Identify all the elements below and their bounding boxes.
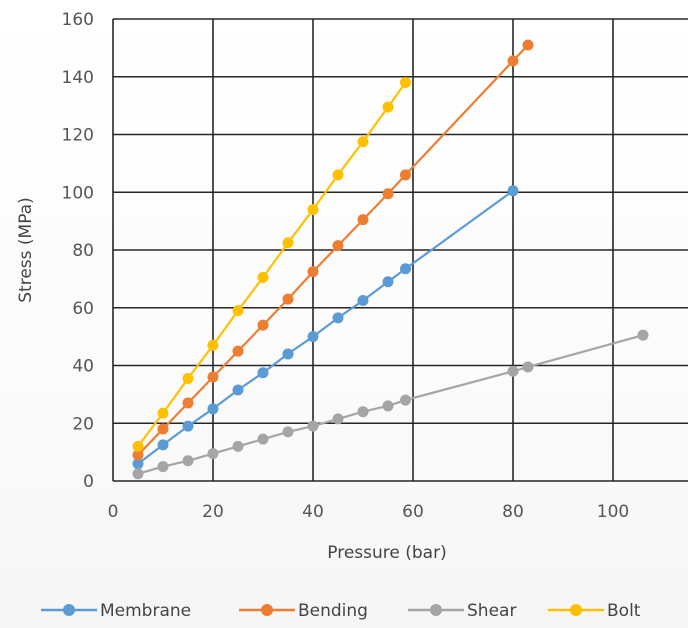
x-axis-title: Pressure (bar)	[327, 543, 446, 563]
x-tick-label: 100	[597, 502, 629, 522]
x-tick-label: 20	[202, 502, 224, 522]
legend-label: Shear	[467, 601, 516, 621]
legend-swatch-marker	[430, 604, 442, 616]
shear-point	[332, 413, 344, 425]
membrane-point	[282, 348, 294, 360]
legend: Membrane Bending Shear Bolt	[41, 601, 641, 621]
bolt-point	[232, 305, 244, 317]
bending-point	[522, 39, 534, 51]
bending-point	[232, 345, 244, 357]
bolt-point	[357, 136, 369, 148]
y-tick-label: 120	[62, 126, 94, 146]
membrane-point	[382, 276, 394, 288]
bending-point	[182, 397, 194, 409]
bolt-point	[282, 237, 294, 249]
y-tick-label: 60	[72, 299, 94, 319]
shear-point	[282, 426, 294, 438]
shear-point	[400, 394, 411, 406]
shear-point	[232, 440, 244, 452]
legend-item-shear: Shear	[408, 601, 516, 621]
y-tick-label: 140	[62, 68, 94, 88]
shear-point	[507, 365, 519, 377]
shear-point	[182, 455, 194, 467]
shear-point	[207, 448, 219, 460]
y-tick-label: 40	[72, 357, 94, 377]
shear-point	[157, 461, 169, 473]
legend-swatch-marker	[63, 604, 75, 616]
bolt-point	[332, 169, 344, 181]
membrane-point	[157, 439, 169, 451]
x-tick-label: 0	[108, 502, 119, 522]
series-bolt	[132, 77, 411, 452]
legend-item-bending: Bending	[239, 601, 368, 621]
x-tick-label: 40	[302, 502, 324, 522]
shear-point	[522, 361, 534, 373]
legend-swatch-marker	[570, 604, 582, 616]
legend-label: Bolt	[607, 601, 641, 621]
bending-point	[332, 240, 344, 252]
legend-label: Bending	[298, 601, 368, 621]
bending-point	[157, 423, 169, 435]
membrane-point	[507, 185, 519, 197]
bending-point	[257, 319, 269, 331]
y-tick-label: 20	[72, 414, 94, 434]
bolt-point	[132, 440, 144, 452]
bolt-point	[382, 101, 394, 113]
membrane-point	[357, 295, 369, 307]
bolt-point	[257, 271, 269, 283]
y-axis-title: Stress (MPa)	[16, 197, 36, 303]
series-group	[132, 39, 649, 480]
membrane-point	[182, 420, 194, 432]
y-tick-label: 100	[62, 183, 94, 203]
membrane-point	[232, 384, 244, 396]
membrane-point	[307, 331, 319, 343]
tick-labels: 0 20 40 60 80 100 120 140 160 0 20 40 60 80 100	[62, 10, 630, 522]
membrane-point	[207, 403, 219, 415]
bolt-point	[307, 204, 319, 216]
bending-point	[307, 266, 319, 278]
bolt-point	[157, 407, 169, 419]
shear-point	[132, 468, 144, 480]
bending-point	[357, 214, 369, 226]
membrane-point	[257, 367, 269, 379]
bending-point	[282, 293, 294, 305]
series-membrane	[132, 185, 519, 470]
bolt-point	[400, 77, 411, 89]
x-tick-label: 60	[402, 502, 424, 522]
membrane-point	[332, 312, 344, 324]
y-tick-label: 0	[83, 472, 94, 492]
shear-point	[357, 406, 369, 418]
grid	[112, 18, 688, 482]
bolt-line	[137, 81, 407, 448]
legend-item-membrane: Membrane	[41, 601, 191, 621]
bending-point	[507, 55, 519, 67]
shear-point	[637, 329, 649, 341]
bolt-point	[182, 372, 194, 384]
series-shear	[132, 329, 649, 480]
bending-point	[132, 449, 144, 461]
y-tick-label: 80	[72, 241, 94, 261]
x-tick-label: 80	[502, 502, 524, 522]
membrane-point	[132, 458, 144, 470]
bending-point	[382, 188, 394, 200]
membrane-point	[400, 263, 411, 275]
y-tick-label: 160	[62, 10, 94, 30]
shear-point	[307, 420, 319, 432]
legend-item-bolt: Bolt	[548, 601, 641, 621]
bending-point	[207, 371, 219, 383]
bolt-point	[207, 339, 219, 351]
series-bending	[132, 39, 534, 461]
legend-label: Membrane	[100, 601, 191, 621]
bending-point	[400, 169, 411, 181]
shear-point	[382, 400, 394, 412]
legend-swatch-marker	[261, 604, 273, 616]
shear-point	[257, 433, 269, 445]
